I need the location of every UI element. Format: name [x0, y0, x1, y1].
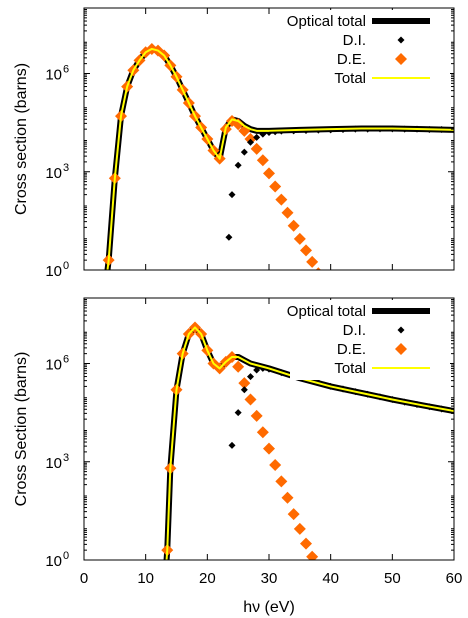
legend-swatch-di	[397, 36, 405, 44]
de-point	[281, 491, 294, 504]
di-point	[228, 191, 236, 199]
de-point	[250, 142, 263, 155]
di-point	[240, 386, 248, 394]
de-point	[281, 206, 294, 219]
di-point	[253, 366, 261, 374]
de-point	[263, 167, 275, 180]
de-point	[306, 550, 319, 560]
x-tick-label: 60	[446, 570, 463, 587]
y-tick-exponent: 3	[63, 162, 69, 174]
di-point	[253, 133, 261, 141]
di-point	[259, 130, 267, 138]
di-point	[247, 138, 254, 146]
legend-swatch-de	[395, 343, 407, 355]
bottom-x-axis-label: hν (eV)	[243, 599, 295, 616]
di-point	[225, 233, 233, 241]
y-tick-exponent: 6	[63, 64, 69, 76]
top-plot-area	[102, 42, 454, 270]
y-tick-exponent: 0	[63, 550, 69, 562]
y-tick-exponent: 0	[63, 260, 69, 272]
y-tick-label: 10	[45, 553, 62, 570]
de-point	[315, 267, 322, 270]
y-tick-label: 10	[45, 357, 62, 374]
total-line	[106, 47, 454, 270]
de-point	[287, 219, 300, 232]
y-tick-exponent: 3	[63, 452, 69, 464]
legend-label: Total	[334, 360, 366, 377]
de-point	[269, 180, 282, 193]
legend-label: Optical total	[287, 303, 366, 320]
de-point	[269, 459, 282, 472]
di-point	[247, 373, 254, 381]
di-point	[234, 161, 242, 169]
y-tick-exponent: 6	[63, 354, 69, 366]
di-point	[234, 409, 242, 417]
de-point	[300, 537, 312, 550]
de-point	[287, 508, 300, 521]
de-point	[306, 255, 319, 268]
x-tick-label: 50	[384, 570, 401, 587]
legend-label: Total	[334, 70, 366, 87]
legend-label: D.E.	[337, 51, 366, 68]
total-line	[165, 326, 454, 560]
bottom-plot-area	[161, 321, 454, 560]
top-legend: Optical total D.I. D.E. Total	[287, 10, 450, 90]
legend-swatch-di	[397, 326, 405, 334]
x-tick-label: 40	[322, 570, 339, 587]
de-point	[263, 442, 275, 455]
de-point	[232, 360, 245, 373]
de-point	[275, 475, 288, 488]
y-tick-label: 10	[45, 263, 62, 280]
de-point	[300, 244, 312, 257]
x-tick-label: 10	[137, 570, 154, 587]
y-tick-label: 10	[45, 67, 62, 84]
de-point	[238, 377, 251, 390]
y-tick-label: 10	[45, 455, 62, 472]
di-point	[228, 441, 236, 449]
de-point	[293, 522, 306, 535]
legend-label: D.E.	[337, 341, 366, 358]
legend-label: D.I.	[343, 322, 366, 339]
de-point	[275, 193, 288, 206]
de-point	[232, 118, 245, 131]
x-tick-label: 20	[199, 570, 216, 587]
bottom-y-axis-label: Cross Section (barns)	[13, 352, 30, 507]
de-point	[244, 393, 257, 406]
de-point	[256, 426, 269, 439]
bottom-legend: Optical total D.I. D.E. Total	[287, 300, 450, 380]
y-tick-label: 10	[45, 165, 62, 182]
legend-label: D.I.	[343, 32, 366, 49]
di-point	[240, 148, 248, 156]
x-tick-label: 0	[80, 570, 88, 587]
de-point	[250, 409, 263, 422]
legend-label: Optical total	[287, 13, 366, 30]
x-tick-label: 30	[261, 570, 278, 587]
legend-swatch-de	[395, 53, 407, 65]
top-y-axis-label: Cross section (barns)	[13, 63, 30, 215]
de-point	[256, 154, 269, 167]
de-point	[293, 232, 306, 245]
